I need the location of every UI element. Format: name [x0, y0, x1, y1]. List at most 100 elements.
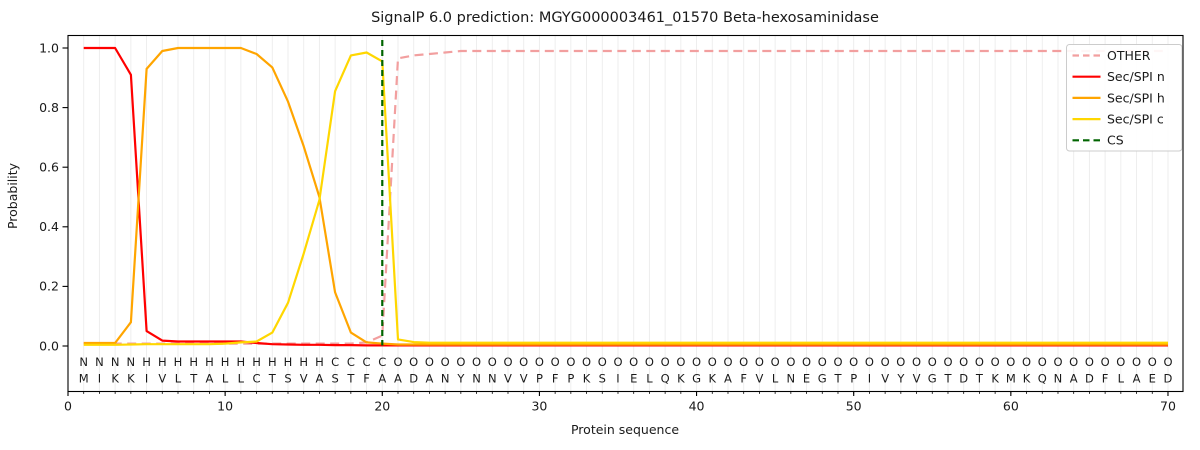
- region-label: N: [111, 355, 120, 369]
- residue-letter: N: [488, 372, 497, 386]
- residue-letter: D: [959, 372, 968, 386]
- residue-letter: F: [1102, 372, 1109, 386]
- region-label: N: [79, 355, 88, 369]
- region-label: H: [252, 355, 261, 369]
- x-tick-label: 10: [217, 399, 233, 414]
- region-label: H: [158, 355, 167, 369]
- residue-letter: G: [818, 372, 827, 386]
- x-tick-label: 20: [374, 399, 390, 414]
- region-label: O: [661, 355, 670, 369]
- region-label: H: [299, 355, 308, 369]
- residue-letter: M: [1006, 372, 1016, 386]
- residue-letter: F: [363, 372, 370, 386]
- residue-letter: T: [346, 372, 355, 386]
- region-label: O: [991, 355, 1000, 369]
- residue-letter: A: [378, 372, 386, 386]
- residue-letter: V: [158, 372, 166, 386]
- legend: OTHER Sec/SPI n Sec/SPI h Sec/SPI c CS: [1066, 44, 1183, 152]
- region-label: O: [975, 355, 984, 369]
- region-label: O: [582, 355, 591, 369]
- region-label: O: [849, 355, 858, 369]
- residue-letter: V: [520, 372, 528, 386]
- residue-letter: D: [409, 372, 418, 386]
- y-tick-label: 0.4: [39, 219, 59, 234]
- residue-letter: P: [850, 372, 857, 386]
- residue-letter: K: [991, 372, 999, 386]
- x-tick-label: 30: [531, 399, 547, 414]
- residue-letter: K: [583, 372, 591, 386]
- region-label: H: [221, 355, 230, 369]
- region-label: O: [1163, 355, 1172, 369]
- residue-letter: L: [646, 372, 653, 386]
- residue-letter: A: [315, 372, 323, 386]
- legend-label: Sec/SPI n: [1107, 69, 1165, 84]
- region-label: O: [865, 355, 874, 369]
- region-label: O: [676, 355, 685, 369]
- residue-letter: E: [630, 372, 637, 386]
- residue-letter: K: [1023, 372, 1031, 386]
- gridlines: [83, 36, 1169, 391]
- plot-border: [67, 34, 1184, 393]
- region-label: O: [598, 355, 607, 369]
- residue-letter: S: [284, 372, 291, 386]
- residue-letter: C: [253, 372, 261, 386]
- residue-letter: A: [724, 372, 732, 386]
- residue-letter: P: [567, 372, 574, 386]
- region-label: O: [802, 355, 811, 369]
- region-label: N: [95, 355, 104, 369]
- region-label: C: [331, 355, 339, 369]
- series-line-sec-spi-n: [83, 46, 1168, 347]
- residue-letter: A: [394, 372, 402, 386]
- region-label: O: [551, 355, 560, 369]
- residue-letter: T: [268, 372, 277, 386]
- region-label: O: [1116, 355, 1125, 369]
- residue-letter: N: [472, 372, 481, 386]
- region-label: H: [189, 355, 198, 369]
- axes: 0 10 20 30 40 50 60 70 0.0 0.2 0.4 0.6 0.8 1.0: [39, 34, 1184, 414]
- region-label: O: [503, 355, 512, 369]
- region-label: O: [645, 355, 654, 369]
- y-tick-label: 0.2: [39, 279, 59, 294]
- residue-letter: S: [331, 372, 338, 386]
- region-label: H: [237, 355, 246, 369]
- region-label: O: [519, 355, 528, 369]
- y-tick-label: 0.6: [39, 160, 59, 175]
- region-label: H: [315, 355, 324, 369]
- residue-letter: Q: [1038, 372, 1047, 386]
- residue-letter: V: [913, 372, 921, 386]
- region-label: H: [142, 355, 151, 369]
- y-tick-label: 0.0: [39, 338, 59, 353]
- residue-letter: T: [833, 372, 842, 386]
- region-label: O: [755, 355, 764, 369]
- residue-letter: L: [1118, 372, 1125, 386]
- region-label: O: [1085, 355, 1094, 369]
- residue-letter: L: [238, 372, 245, 386]
- region-label: O: [833, 355, 842, 369]
- region-label: O: [409, 355, 418, 369]
- region-label: O: [472, 355, 481, 369]
- series-line-sec-spi-h: [83, 46, 1168, 346]
- residue-letter: L: [772, 372, 779, 386]
- y-tick-label: 1.0: [39, 40, 59, 55]
- region-label: O: [1148, 355, 1157, 369]
- region-label: O: [629, 355, 638, 369]
- region-label: O: [692, 355, 701, 369]
- region-label: O: [818, 355, 827, 369]
- residue-letter: F: [552, 372, 559, 386]
- residue-letter: N: [787, 372, 796, 386]
- region-label: O: [613, 355, 622, 369]
- residue-letter: D: [1085, 372, 1094, 386]
- legend-label: OTHER: [1107, 48, 1151, 63]
- residue-letter: E: [1149, 372, 1156, 386]
- region-label: O: [739, 355, 748, 369]
- residue-letter: L: [222, 372, 229, 386]
- residue-letter: G: [692, 372, 701, 386]
- region-label: O: [723, 355, 732, 369]
- residue-letter: P: [536, 372, 543, 386]
- residue-letter: G: [928, 372, 937, 386]
- y-axis-label: Probability: [5, 162, 20, 229]
- residue-letter: K: [127, 372, 135, 386]
- residue-letter: N: [441, 372, 450, 386]
- region-label: O: [1101, 355, 1110, 369]
